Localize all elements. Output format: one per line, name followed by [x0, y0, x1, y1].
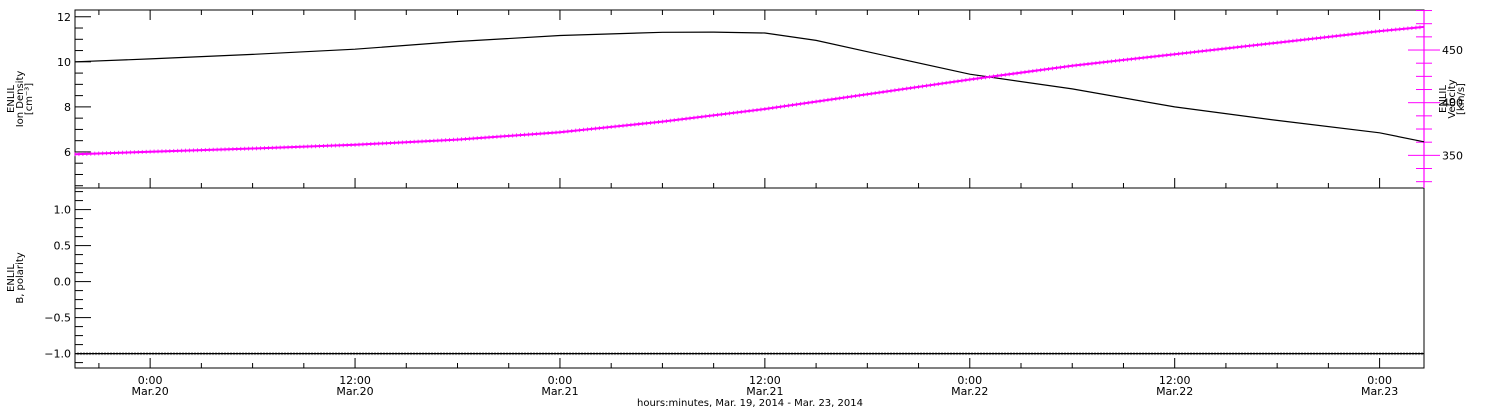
x-axis-title: hours:minutes, Mar. 19, 2014 - Mar. 23, …	[637, 398, 863, 409]
x-tick-label-time: 12:00	[1159, 374, 1191, 387]
x-tick-label-time: 12:00	[749, 374, 781, 387]
left-axis-label-line: B, polarity	[15, 252, 26, 303]
left-axis-label-line: [cm⁻³]	[24, 83, 35, 115]
plot-frames	[74, 9, 1425, 369]
x-tick-label-date: Mar.21	[746, 385, 783, 398]
x-tick-label-date: Mar.20	[336, 385, 373, 398]
ion-density-series	[74, 31, 1425, 143]
left-y-tick-label: −1.0	[44, 348, 71, 361]
left-y-tick-label: 10	[57, 56, 71, 69]
x-tick-label-date: Mar.22	[951, 385, 988, 398]
right-y-tick-label: 400	[1442, 97, 1463, 110]
x-tick-label-time: 0:00	[138, 374, 163, 387]
left-y-tick-label: 8	[64, 101, 71, 114]
x-tick-label-date: Mar.20	[132, 385, 169, 398]
right-axis-label-line: ENLIL	[1438, 85, 1449, 113]
axis-ticks	[75, 10, 1440, 368]
left-y-tick-label: 6	[64, 146, 71, 159]
x-tick-label-time: 0:00	[957, 374, 982, 387]
right-y-tick-label: 450	[1442, 44, 1463, 57]
left-axis-label-line: ENLIL	[6, 264, 17, 292]
left-axis-label-line: Ion Density	[15, 71, 26, 128]
x-tick-label-date: Mar.22	[1156, 385, 1193, 398]
right-axis-label-line: [km/s]	[1456, 83, 1467, 115]
left-y-tick-label: 1.0	[54, 204, 72, 217]
left-y-tick-label: 12	[57, 11, 71, 24]
right-y-tick-label: 350	[1442, 149, 1463, 162]
left-y-tick-label: 0.5	[54, 240, 72, 253]
panel-frame-1	[74, 187, 1425, 369]
x-tick-label-time: 12:00	[339, 374, 371, 387]
x-tick-label-time: 0:00	[1367, 374, 1392, 387]
data-series	[74, 25, 1425, 356]
x-tick-label-time: 0:00	[548, 374, 573, 387]
panel-frame-0	[74, 9, 1425, 189]
left-axis-label-line: ENLIL	[6, 85, 17, 113]
left-y-tick-label: −0.5	[44, 312, 71, 325]
left-y-tick-label: 0.0	[54, 276, 72, 289]
x-tick-label-date: Mar.21	[541, 385, 578, 398]
x-tick-label-date: Mar.23	[1361, 385, 1398, 398]
velocity-series	[74, 25, 1425, 156]
right-axis-label-line: Velocity	[1447, 79, 1458, 118]
axis-labels: 0:00Mar.2012:00Mar.200:00Mar.2112:00Mar.…	[6, 11, 1467, 398]
